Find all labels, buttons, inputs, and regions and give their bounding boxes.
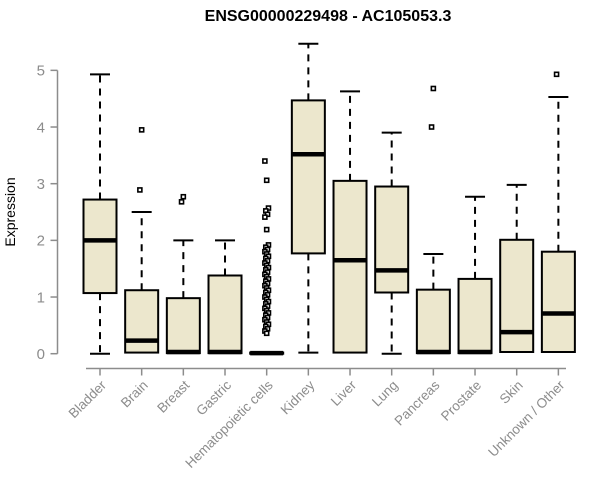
boxplot-unknown-other — [540, 71, 576, 353]
outlier-point — [263, 330, 270, 337]
boxplot-gastric — [207, 239, 243, 355]
outlier-point — [138, 127, 145, 133]
y-axis-tick-label: 5 — [37, 63, 45, 80]
x-axis-category-label: Breast — [154, 377, 192, 415]
boxplot-prostate — [457, 195, 493, 355]
box — [415, 288, 451, 355]
box — [165, 297, 201, 355]
outlier-point — [428, 124, 435, 130]
y-axis-tick-label: 1 — [37, 289, 45, 306]
boxplot-series-group — [82, 42, 576, 356]
box — [374, 185, 410, 294]
outlier-point — [553, 71, 560, 78]
outlier-point — [430, 85, 437, 92]
outlier-point — [262, 158, 268, 164]
boxplot-kidney — [290, 42, 326, 354]
boxplot-pancreas — [415, 85, 451, 355]
boxplot-bladder — [82, 73, 118, 355]
y-axis-tick-label: 0 — [37, 346, 45, 363]
y-axis-label: Expression — [2, 177, 18, 246]
boxplot-brain — [124, 127, 160, 354]
box — [499, 238, 535, 353]
box — [540, 250, 576, 353]
x-axis-category-label: Skin — [497, 378, 526, 407]
outlier-point — [137, 187, 143, 193]
box — [332, 179, 368, 354]
boxplot-liver — [332, 90, 368, 354]
box — [207, 274, 243, 355]
y-axis: 0 1 2 3 4 5 — [37, 63, 59, 363]
outlier-point — [180, 193, 187, 200]
box — [124, 289, 160, 354]
boxplot-breast — [165, 193, 201, 355]
x-axis-category-label: Lung — [369, 378, 401, 410]
outlier-point — [263, 226, 270, 233]
outlier-point — [178, 199, 185, 205]
y-axis-tick-label: 2 — [37, 233, 45, 250]
x-axis-category-label: Gastric — [193, 377, 234, 418]
x-axis-category-label: Brain — [118, 378, 151, 411]
x-axis-category-label: Prostate — [438, 378, 484, 424]
x-axis-category-label: Unknown / Other — [485, 377, 568, 460]
boxplot-lung — [374, 131, 410, 355]
box — [82, 198, 118, 295]
x-axis-category-label: Kidney — [278, 377, 318, 417]
box — [457, 277, 493, 355]
y-axis-tick-label: 4 — [37, 119, 45, 136]
boxplot-hematopoietic-cells — [249, 158, 285, 356]
box — [290, 99, 326, 255]
x-axis-category-label: Liver — [328, 377, 360, 409]
chart-title: ENSG00000229498 - AC105053.3 — [205, 8, 452, 25]
boxplot-skin — [499, 183, 535, 353]
x-axis-category-label: Pancreas — [392, 377, 443, 428]
x-axis-category-label: Bladder — [66, 377, 110, 421]
y-axis-tick-label: 3 — [37, 176, 45, 193]
outlier-point — [263, 177, 270, 184]
outlier-point — [262, 214, 268, 220]
